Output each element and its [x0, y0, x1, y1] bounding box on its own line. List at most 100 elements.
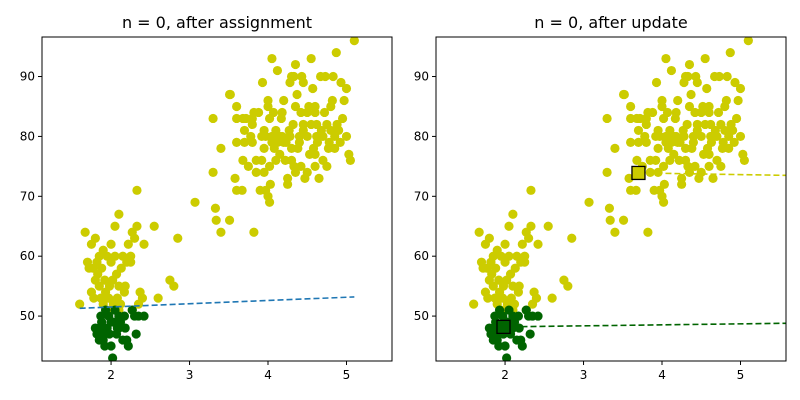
data-point-cluster-yellow: [132, 185, 142, 195]
data-point-cluster-yellow: [302, 131, 312, 142]
data-point-cluster-yellow: [310, 161, 320, 171]
data-point-cluster-yellow: [702, 83, 712, 94]
data-point-cluster-yellow: [647, 107, 658, 118]
data-point-cluster-yellow: [700, 53, 710, 64]
data-point-cluster-yellow: [721, 95, 731, 106]
data-point-cluster-yellow: [126, 257, 136, 267]
data-point-cluster-yellow: [310, 101, 320, 112]
data-point-cluster-yellow: [659, 179, 669, 189]
data-point-cluster-yellow: [247, 137, 257, 148]
data-point-cluster-green: [502, 353, 512, 361]
data-point-cluster-yellow: [474, 227, 484, 237]
left-subplot: n = 0, after assignment 2 3 4 5 50 60 70 80 90: [20, 13, 393, 382]
boundary-line-0: [79, 296, 355, 310]
data-point-cluster-yellow: [704, 101, 714, 112]
data-point-cluster-yellow: [268, 107, 279, 118]
x-tick-label: 4: [264, 368, 272, 382]
data-point-cluster-yellow: [724, 143, 734, 153]
data-point-cluster-green: [108, 353, 118, 361]
data-point-cluster-yellow: [526, 221, 536, 231]
data-point-cluster-yellow: [563, 281, 573, 291]
data-point-cluster-yellow: [651, 155, 661, 165]
data-point-cluster-yellow: [626, 101, 636, 112]
data-point-cluster-yellow: [718, 137, 728, 148]
data-point-cluster-yellow: [232, 101, 242, 112]
data-point-cluster-yellow: [327, 95, 337, 106]
data-point-cluster-yellow: [259, 167, 269, 177]
data-point-cluster-yellow: [666, 65, 677, 76]
data-point-cluster-yellow: [633, 125, 644, 136]
data-point-cluster-yellow: [116, 263, 126, 273]
data-point-cluster-yellow: [488, 281, 498, 291]
centroid-marker-1: [496, 319, 511, 335]
x-tick-label: 3: [580, 368, 588, 382]
data-point-cluster-green: [513, 311, 523, 321]
data-point-cluster-yellow: [232, 137, 242, 148]
data-point-cluster-green: [114, 323, 124, 333]
x-tick-label: 5: [737, 368, 745, 382]
data-point-cluster-yellow: [290, 101, 301, 112]
data-point-cluster-yellow: [265, 179, 275, 189]
data-point-cluster-yellow: [89, 293, 99, 303]
data-point-cluster-yellow: [543, 221, 553, 231]
data-point-cluster-yellow: [602, 167, 612, 177]
data-point-cluster-yellow: [110, 251, 120, 261]
data-point-cluster-green: [106, 341, 116, 351]
data-point-cluster-yellow: [696, 167, 706, 177]
y-tick-label: 90: [20, 70, 35, 84]
data-point-cluster-yellow: [251, 167, 261, 177]
data-point-cluster-yellow: [137, 293, 148, 303]
data-point-cluster-yellow: [216, 143, 226, 153]
data-point-cluster-yellow: [504, 221, 514, 231]
y-tick-label: 70: [414, 189, 429, 203]
data-point-cluster-yellow: [208, 113, 218, 124]
data-point-cluster-yellow: [500, 239, 510, 249]
data-point-cluster-yellow: [337, 113, 348, 124]
x-tick-label: 4: [658, 368, 666, 382]
x-tick-label: 3: [186, 368, 194, 382]
data-point-cluster-yellow: [725, 47, 735, 58]
data-point-cluster-yellow: [330, 143, 340, 153]
data-point-cluster-yellow: [626, 137, 636, 148]
data-point-cluster-yellow: [264, 197, 275, 207]
data-point-cluster-green: [533, 311, 543, 321]
data-point-cluster-yellow: [633, 137, 644, 148]
data-point-cluster-yellow: [272, 65, 283, 76]
data-point-cluster-yellow: [641, 137, 651, 148]
data-point-cluster-yellow: [288, 119, 298, 130]
y-tick-label: 60: [414, 249, 429, 263]
data-point-cluster-yellow: [671, 107, 681, 118]
data-point-cluster-yellow: [349, 37, 359, 46]
data-point-cluster-yellow: [120, 281, 130, 291]
data-point-cluster-yellow: [259, 143, 269, 153]
data-point-cluster-yellow: [318, 131, 328, 142]
data-point-cluster-yellow: [139, 239, 149, 249]
data-point-cluster-yellow: [722, 71, 732, 82]
data-point-cluster-yellow: [714, 71, 724, 82]
data-point-cluster-yellow: [243, 161, 253, 171]
data-point-cluster-yellow: [253, 107, 264, 118]
data-point-cluster-yellow: [704, 161, 714, 171]
data-point-cluster-yellow: [319, 107, 330, 118]
data-point-cluster-yellow: [123, 239, 133, 249]
y-tick-label: 90: [414, 70, 429, 84]
data-point-cluster-yellow: [314, 173, 324, 183]
data-point-cluster-yellow: [94, 281, 104, 291]
data-point-cluster-yellow: [224, 89, 235, 100]
data-point-cluster-yellow: [508, 209, 518, 219]
data-point-cluster-yellow: [341, 131, 352, 142]
data-point-cluster-yellow: [190, 197, 200, 207]
data-point-cluster-yellow: [75, 299, 85, 309]
data-point-cluster-yellow: [696, 131, 706, 142]
data-point-cluster-yellow: [306, 53, 316, 64]
plot-area: [469, 37, 786, 361]
data-point-cluster-yellow: [683, 71, 693, 82]
data-point-cluster-yellow: [320, 71, 330, 82]
data-point-cluster-yellow: [531, 293, 542, 303]
data-point-cluster-yellow: [653, 143, 663, 153]
data-point-cluster-yellow: [547, 293, 557, 303]
data-point-cluster-yellow: [267, 53, 277, 64]
data-point-cluster-yellow: [731, 113, 742, 124]
data-point-cluster-yellow: [729, 137, 739, 148]
data-point-cluster-yellow: [743, 37, 753, 46]
